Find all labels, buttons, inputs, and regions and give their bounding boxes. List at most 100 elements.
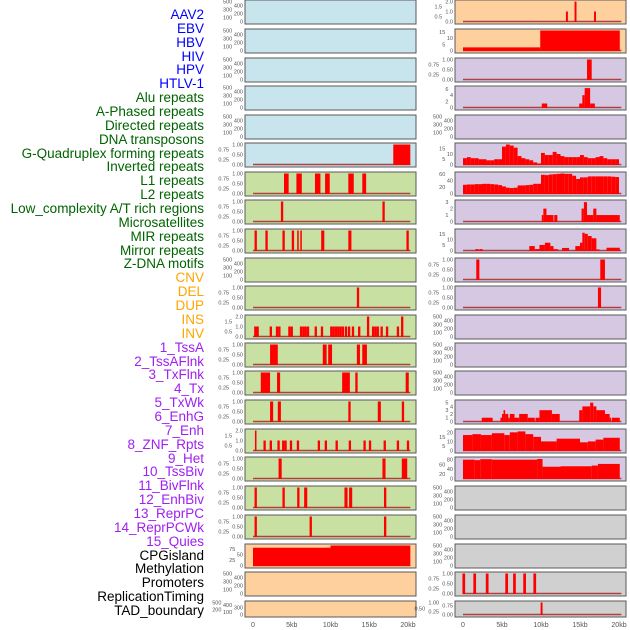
y-tick-label: 0 [450, 220, 453, 226]
data-bar [254, 326, 257, 337]
x-tick-label: 20kb [611, 622, 626, 629]
data-bar [543, 208, 547, 222]
data-bar [521, 158, 526, 165]
panel-background [454, 370, 627, 396]
x-tick-label: 10kb [533, 622, 548, 629]
y-tick-label: 0.25 [218, 301, 229, 307]
y-tick-label: 1.5 [225, 320, 233, 326]
y-tick-label: 0.0 [445, 20, 453, 26]
y-tick-label: 0.25 [428, 301, 439, 307]
data-bar [587, 236, 592, 251]
data-bar [572, 175, 577, 194]
panel-background [244, 485, 417, 511]
data-bar [406, 230, 409, 251]
y-tick-label: 15 [439, 232, 445, 238]
y-tick-label: 60 [439, 172, 445, 178]
track-panel: 0.000.250.500.751.00 [218, 399, 417, 426]
track-label: Inverted repeats [106, 159, 204, 175]
y-tick-label: 100 [433, 531, 442, 537]
y-tick-label: 0.50 [232, 467, 243, 473]
y-tick-label: 500 [223, 572, 232, 578]
data-bar [254, 516, 257, 537]
data-bar [265, 230, 268, 251]
data-bar [348, 230, 352, 251]
data-bar [503, 410, 506, 422]
y-tick-label: 400 [444, 347, 453, 353]
track-panel: 0.000.250.500.751.00 [218, 370, 417, 397]
track-label: 4_Tx [173, 381, 204, 397]
data-bar [595, 176, 600, 194]
data-bar [534, 249, 540, 251]
y-tick-label: 0 [450, 391, 453, 397]
data-bar [603, 158, 608, 165]
y-tick-label: 0 [240, 106, 243, 112]
y-tick-label: 0.50 [232, 153, 243, 159]
panel-background [244, 428, 417, 454]
y-tick-label: 0 [240, 20, 243, 26]
y-tick-label: 5 [442, 243, 445, 249]
track-label: HBV [176, 34, 204, 50]
data-bar [505, 187, 510, 194]
data-bar [581, 208, 584, 222]
y-tick-label: 0 [450, 506, 453, 512]
y-tick-label: 0.75 [218, 234, 229, 240]
y-tick-label: 0.75 [428, 263, 439, 269]
data-bar [521, 185, 526, 194]
data-bar [366, 316, 370, 337]
y-tick-label: 400 [444, 519, 453, 525]
data-bar [498, 185, 502, 194]
panel-background [244, 600, 417, 618]
data-bar [269, 326, 272, 337]
track-label: Alu repeats [135, 90, 204, 106]
data-bar [482, 159, 487, 165]
y-tick-label: 0.0 [235, 449, 243, 455]
track-panel: 0.000.250.500.751.00 [218, 514, 417, 541]
track-label: ReplicationTiming [97, 589, 204, 605]
data-bar [587, 59, 592, 80]
y-tick-label: 0 [240, 278, 243, 284]
data-bar [595, 439, 604, 451]
y-tick-label: 0.50 [442, 582, 453, 588]
y-tick-label: 0.50 [232, 381, 243, 387]
data-bar [356, 344, 360, 365]
track-panel: 0.000.250.500.751.00 [218, 342, 417, 369]
data-bar [334, 326, 338, 337]
y-tick-label: 0.25 [218, 530, 229, 536]
y-tick-label: 100 [223, 588, 232, 594]
data-bar [600, 259, 605, 280]
data-bar [355, 372, 358, 393]
y-tick-label: 300 [223, 8, 232, 14]
data-bar [306, 326, 310, 337]
y-tick-label: 0.25 [428, 587, 439, 593]
data-bar [576, 157, 580, 165]
data-bar [256, 326, 259, 337]
data-bar [314, 326, 317, 337]
y-tick-label: 0.00 [442, 613, 453, 619]
y-tick-label: 500 [433, 115, 442, 121]
y-tick-label: 5 [442, 157, 445, 163]
panel-background [244, 142, 417, 168]
data-bar [509, 188, 514, 194]
y-tick-label: 200 [444, 556, 453, 562]
data-bar [478, 159, 483, 165]
data-bar [597, 287, 602, 308]
data-bar [463, 184, 467, 194]
y-tick-label: 500 [433, 515, 442, 521]
data-bar [535, 417, 540, 422]
track-panel: 0.00.51.01.52.0 [435, 0, 627, 26]
y-tick-label: 0.25 [218, 158, 229, 164]
y-tick-label: 400 [234, 576, 243, 582]
panel-background [244, 0, 417, 25]
data-bar [479, 249, 483, 251]
track-label: L1 repeats [140, 173, 204, 189]
data-bar [541, 152, 545, 165]
data-bar [529, 246, 535, 251]
panel-background [244, 456, 417, 482]
y-tick-label: 200 [444, 383, 453, 389]
